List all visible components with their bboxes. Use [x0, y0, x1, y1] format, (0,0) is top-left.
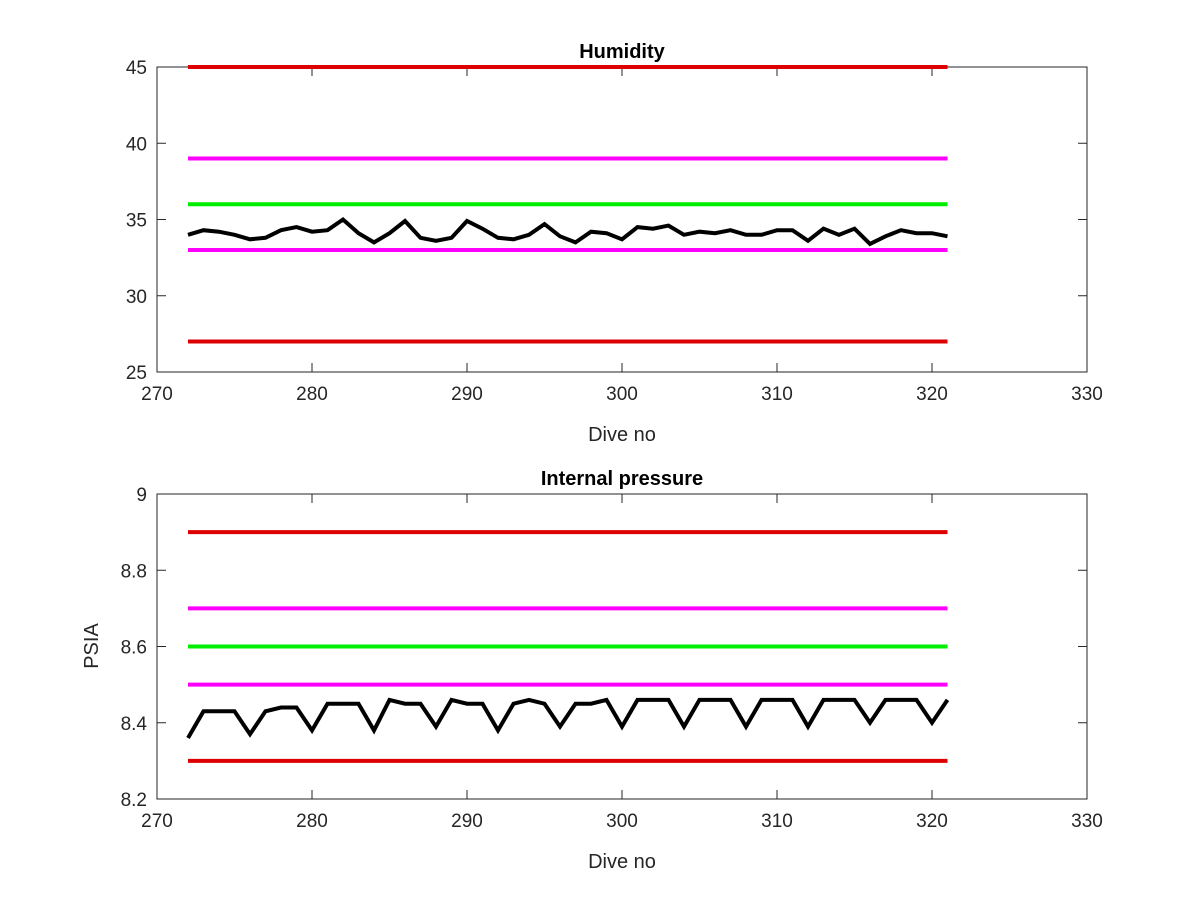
- y-tick-label: 8.2: [121, 790, 147, 811]
- x-tick-label: 300: [606, 384, 638, 405]
- y-tick-label: 8.4: [121, 714, 148, 735]
- x-tick-label: 280: [296, 811, 328, 832]
- x-tick-labels: 270 280 290 300 310 320 330: [141, 384, 1103, 405]
- axis-ticks: [156, 493, 1088, 800]
- y-axis-label: PSIA: [81, 623, 103, 669]
- y-tick-label: 8.6: [121, 638, 147, 659]
- threshold-lines: [188, 65, 948, 344]
- x-tick-label: 320: [916, 811, 948, 832]
- x-tick-label: 330: [1071, 811, 1103, 832]
- x-tick-label: 300: [606, 811, 638, 832]
- x-axis-label: Dive no: [588, 851, 656, 873]
- x-tick-label: 290: [451, 811, 483, 832]
- x-tick-label: 290: [451, 384, 483, 405]
- x-tick-label: 270: [141, 811, 173, 832]
- series-lines: [187, 216, 948, 247]
- y-tick-label: 35: [126, 211, 147, 232]
- series-lines: [186, 697, 950, 740]
- series-line: [187, 216, 948, 247]
- chart-title: Humidity: [579, 41, 665, 63]
- y-tick-label: 25: [126, 363, 147, 384]
- x-tick-label: 310: [761, 811, 793, 832]
- x-tick-label: 270: [141, 384, 173, 405]
- x-tick-label: 330: [1071, 384, 1103, 405]
- axes-box: [156, 66, 1088, 373]
- series-line: [186, 697, 950, 740]
- y-tick-labels: 8.2 8.4 8.6 8.8 9: [121, 485, 148, 811]
- y-tick-label: 45: [126, 58, 147, 79]
- humidity-plot: 270 280 290 300 310 320 330 25 30 35 40 45 Humidit…: [126, 41, 1103, 446]
- y-tick-label: 8.8: [121, 561, 147, 582]
- y-tick-label: 40: [126, 134, 147, 155]
- y-tick-labels: 25 30 35 40 45: [126, 58, 147, 384]
- internal-pressure-plot: 270 280 290 300 310 320 330 8.2 8.4 8.6 8.8 9 Inte…: [81, 468, 1103, 873]
- y-tick-label: 30: [126, 287, 147, 308]
- x-axis-label: Dive no: [588, 424, 656, 446]
- threshold-lines: [188, 530, 948, 763]
- x-tick-labels: 270 280 290 300 310 320 330: [141, 811, 1103, 832]
- y-tick-label: 9: [136, 485, 147, 506]
- x-tick-label: 280: [296, 384, 328, 405]
- x-tick-label: 310: [761, 384, 793, 405]
- chart-title: Internal pressure: [541, 468, 703, 490]
- x-tick-label: 320: [916, 384, 948, 405]
